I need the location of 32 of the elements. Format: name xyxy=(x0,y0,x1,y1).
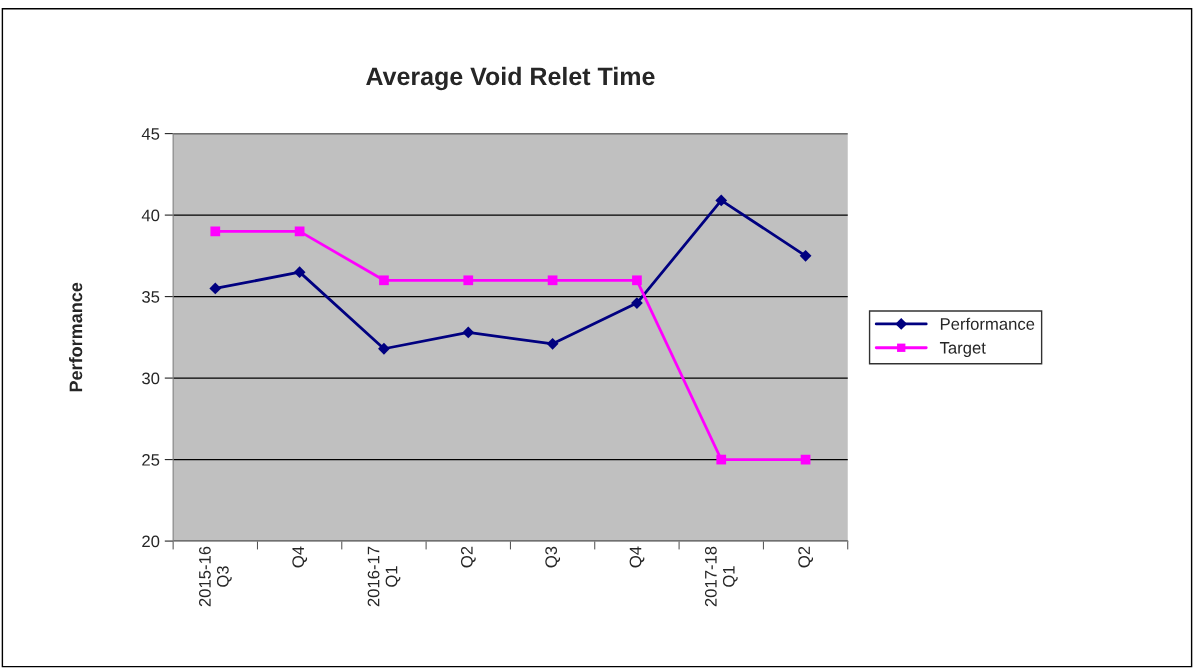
point xyxy=(293,266,306,279)
point xyxy=(631,297,643,309)
x-tick-label: Q4 xyxy=(629,546,645,568)
point xyxy=(463,275,474,286)
x-tick-label: 2015-16 Q3 xyxy=(198,546,232,607)
y-tick-label: 35 xyxy=(142,290,160,303)
y-axis-title: Performance xyxy=(69,282,83,392)
y-tick-label: 20 xyxy=(142,535,160,548)
x-tick-label: Q3 xyxy=(545,546,561,568)
point xyxy=(209,282,222,295)
x-tick-label: Q4 xyxy=(292,546,308,568)
chart-title: Average Void Relet Time xyxy=(366,66,655,91)
point xyxy=(378,342,390,355)
point xyxy=(462,326,475,339)
point xyxy=(799,249,812,262)
point xyxy=(210,226,221,237)
point xyxy=(715,194,728,207)
y-tick-label: 30 xyxy=(142,372,160,385)
point xyxy=(632,275,642,286)
legend-label: Target xyxy=(939,342,986,358)
y-tick-label: 40 xyxy=(141,209,160,222)
point xyxy=(547,275,558,286)
x-tick-label: Q2 xyxy=(798,546,814,568)
legend-label: Performance xyxy=(940,317,1035,330)
x-tick-label: Q2 xyxy=(460,546,476,568)
x-tick-label: 2017-18 Q1 xyxy=(704,546,738,607)
y-tick-label: 25 xyxy=(142,453,160,466)
x-tick-label: 2016-17 Q1 xyxy=(367,546,401,607)
point xyxy=(716,454,727,465)
y-tick-label: 45 xyxy=(141,128,160,140)
point xyxy=(379,275,389,286)
point xyxy=(546,337,559,350)
